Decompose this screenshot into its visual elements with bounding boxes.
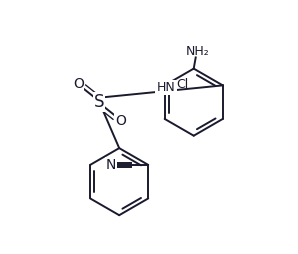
Text: HN: HN	[157, 81, 176, 94]
Text: S: S	[94, 93, 105, 111]
Text: O: O	[73, 76, 84, 90]
Text: Cl: Cl	[176, 78, 189, 91]
Text: NH₂: NH₂	[186, 45, 209, 58]
Text: O: O	[115, 114, 126, 128]
Text: N: N	[106, 158, 117, 172]
